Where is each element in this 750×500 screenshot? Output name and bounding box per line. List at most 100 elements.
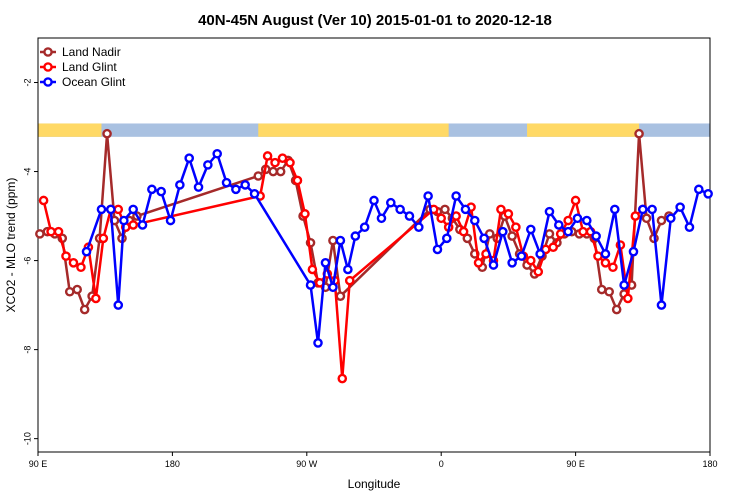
data-point-ocean-glint [684,222,695,232]
data-point-ocean-glint [591,231,601,241]
data-point-ocean-glint [497,226,508,237]
data-point-land-nadir [641,213,652,224]
data-point-land-glint [436,213,447,224]
plot-frame [37,37,711,453]
series-land-glint [38,151,648,384]
data-point-ocean-glint [535,249,545,259]
data-point-land-glint [344,275,355,286]
data-point-ocean-glint [328,282,338,293]
data-point-land-glint [570,195,581,206]
data-point-ocean-glint [231,184,241,195]
y-tick-label: -2 [22,79,32,87]
data-point-land-glint [46,226,56,237]
data-point-land-nadir [72,284,82,295]
data-point-ocean-glint [137,220,148,230]
data-point-ocean-glint [563,226,573,237]
data-point-ocean-glint [404,211,415,221]
data-point-ocean-glint [469,215,480,226]
y-tick-label: -4 [22,168,32,176]
data-point-land-nadir [328,235,338,246]
data-point-land-nadir [544,229,555,239]
data-point-ocean-glint [81,246,92,257]
data-point-land-glint [98,233,109,244]
data-point-land-glint [113,204,124,215]
data-point-land-glint [496,204,506,215]
data-point-land-nadir [440,204,450,215]
data-point-ocean-glint [554,220,564,230]
data-point-ocean-glint [385,197,396,208]
data-point-ocean-glint [305,280,316,290]
data-point-land-glint [61,251,71,261]
data-point-ocean-glint [106,204,116,215]
data-point-land-glint [458,226,469,237]
legend-entry-land-glint: Land Glint [40,60,117,74]
data-point-ocean-glint [638,204,648,215]
x-tick-label: 90 E [566,459,585,469]
legend-entry-land-nadir: Land Nadir [40,45,121,59]
data-point-ocean-glint [350,231,361,241]
y-axis-label: XCO2 - MLO trend (ppm) [4,178,18,313]
data-point-land-glint [548,242,559,253]
data-point-land-glint [91,293,101,304]
data-point-land-glint [511,222,521,232]
x-axis-label: Longitude [348,477,401,491]
legend-label: Land Glint [62,60,117,74]
series-line-ocean-glint [85,151,709,344]
data-point-land-glint [285,157,295,168]
data-point-land-nadir [604,286,615,297]
data-point-ocean-glint [675,202,685,212]
legend-label: Land Nadir [62,45,121,59]
data-point-land-glint [270,157,280,168]
data-point-ocean-glint [212,148,222,159]
data-point-ocean-glint [703,189,713,199]
data-point-ocean-glint [432,244,443,255]
land-ocean-strip [38,123,710,137]
y-tick-label: -6 [22,257,32,265]
axes-layer: 90 E 180 90 W 0 90 E 180 -2 -4 -6 -8 -10 [22,79,717,469]
data-point-land-nadir [253,171,264,181]
x-tick-label: 90 E [29,459,48,469]
data-point-ocean-glint [666,213,676,224]
data-point-ocean-glint [221,177,232,188]
data-point-land-nadir [634,128,644,139]
data-point-ocean-glint [343,264,353,275]
data-point-land-glint [76,262,86,273]
data-point-ocean-glint [694,184,704,195]
data-point-ocean-glint [203,160,213,170]
data-point-land-glint [300,209,310,219]
data-point-land-glint [600,258,611,268]
data-point-land-glint [128,220,138,230]
series-line-land-glint [42,153,644,379]
data-point-ocean-glint [610,204,620,215]
data-point-ocean-glint [240,180,250,190]
data-point-ocean-glint [313,338,323,348]
data-point-land-nadir [507,231,517,241]
data-point-land-nadir [656,215,667,226]
data-point-land-glint [451,211,461,221]
data-point-ocean-glint [628,246,639,257]
data-point-land-nadir [79,304,90,315]
data-point-land-glint [526,255,536,266]
data-point-ocean-glint [451,191,461,201]
data-point-land-glint [277,153,288,163]
data-point-land-nadir [462,233,473,244]
data-point-land-glint [593,251,603,261]
data-point-ocean-glint [335,235,346,246]
chart-title: 40N-45N August (Ver 10) 2015-01-01 to 20… [198,12,552,29]
data-point-ocean-glint [526,224,536,235]
data-point-ocean-glint [395,204,405,215]
data-point-ocean-glint [479,233,489,244]
data-point-land-glint [337,373,348,384]
data-point-ocean-glint [656,300,667,310]
data-point-ocean-glint [369,195,379,206]
data-point-land-nadir [35,229,45,239]
data-point-land-glint [307,264,318,275]
data-point-ocean-glint [423,191,433,201]
series-layer [35,128,713,384]
data-point-ocean-glint [647,204,657,215]
data-point-land-nadir [268,166,279,177]
data-point-ocean-glint [441,233,452,244]
data-point-land-nadir [275,166,286,177]
data-point-land-nadir [596,284,607,295]
